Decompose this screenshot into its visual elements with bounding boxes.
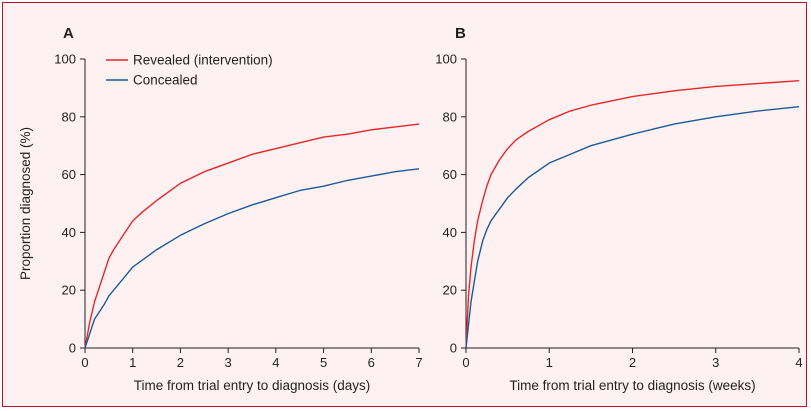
x-tick-label: 5 [320, 355, 327, 370]
x-tick-label: 4 [272, 355, 279, 370]
y-tick-label: 60 [443, 167, 457, 182]
series-line-1 [465, 105, 800, 349]
y-tick-label: 60 [62, 167, 76, 182]
x-tick-label: 2 [177, 355, 184, 370]
y-tick-label: 0 [69, 341, 76, 356]
x-tick-label: 1 [546, 355, 553, 370]
series-concealed-line [84, 168, 420, 349]
x-tick-label: 3 [225, 355, 232, 370]
x-tick-label: 4 [795, 355, 802, 370]
y-tick-label: 100 [435, 52, 457, 67]
x-tick-label: 3 [712, 355, 719, 370]
x-tick-label: 2 [629, 355, 636, 370]
x-axis-label: Time from trial entry to diagnosis (week… [509, 378, 755, 393]
x-tick-label: 6 [368, 355, 375, 370]
y-tick-label: 80 [443, 109, 457, 124]
y-axis-label: Proportion diagnosed (%) [18, 127, 33, 280]
panel-a: A 0 20 40 60 80 100 0 1 2 3 4 5 6 7 Time from trial ent… [18, 25, 423, 393]
x-tick-label: 0 [81, 355, 88, 370]
legend-label: Concealed [133, 73, 198, 88]
legend-label: Revealed (intervention) [133, 53, 273, 68]
y-tick-label: 40 [443, 225, 457, 240]
y-tick-label: 20 [443, 283, 457, 298]
x-tick-label: 7 [415, 355, 422, 370]
x-tick-label: 0 [462, 355, 469, 370]
x-axis-label: Time from trial entry to diagnosis (days… [134, 378, 371, 393]
panel-label: A [63, 25, 74, 42]
y-tick-label: 80 [62, 109, 76, 124]
panel-b: B 0 20 40 60 80 100 0 1 2 3 4 Time from trial entry … [435, 25, 802, 393]
x-tick-label: 1 [129, 355, 136, 370]
series-revealed-line [84, 123, 420, 349]
panel-label: B [455, 25, 466, 42]
figure-frame: A 0 20 40 60 80 100 0 1 2 3 4 5 6 7 Time from trial ent… [2, 2, 807, 407]
y-tick-label: 100 [54, 52, 76, 67]
y-tick-label: 20 [62, 283, 76, 298]
y-tick-label: 0 [450, 341, 457, 356]
series-line-0 [465, 79, 800, 349]
y-tick-label: 40 [62, 225, 76, 240]
